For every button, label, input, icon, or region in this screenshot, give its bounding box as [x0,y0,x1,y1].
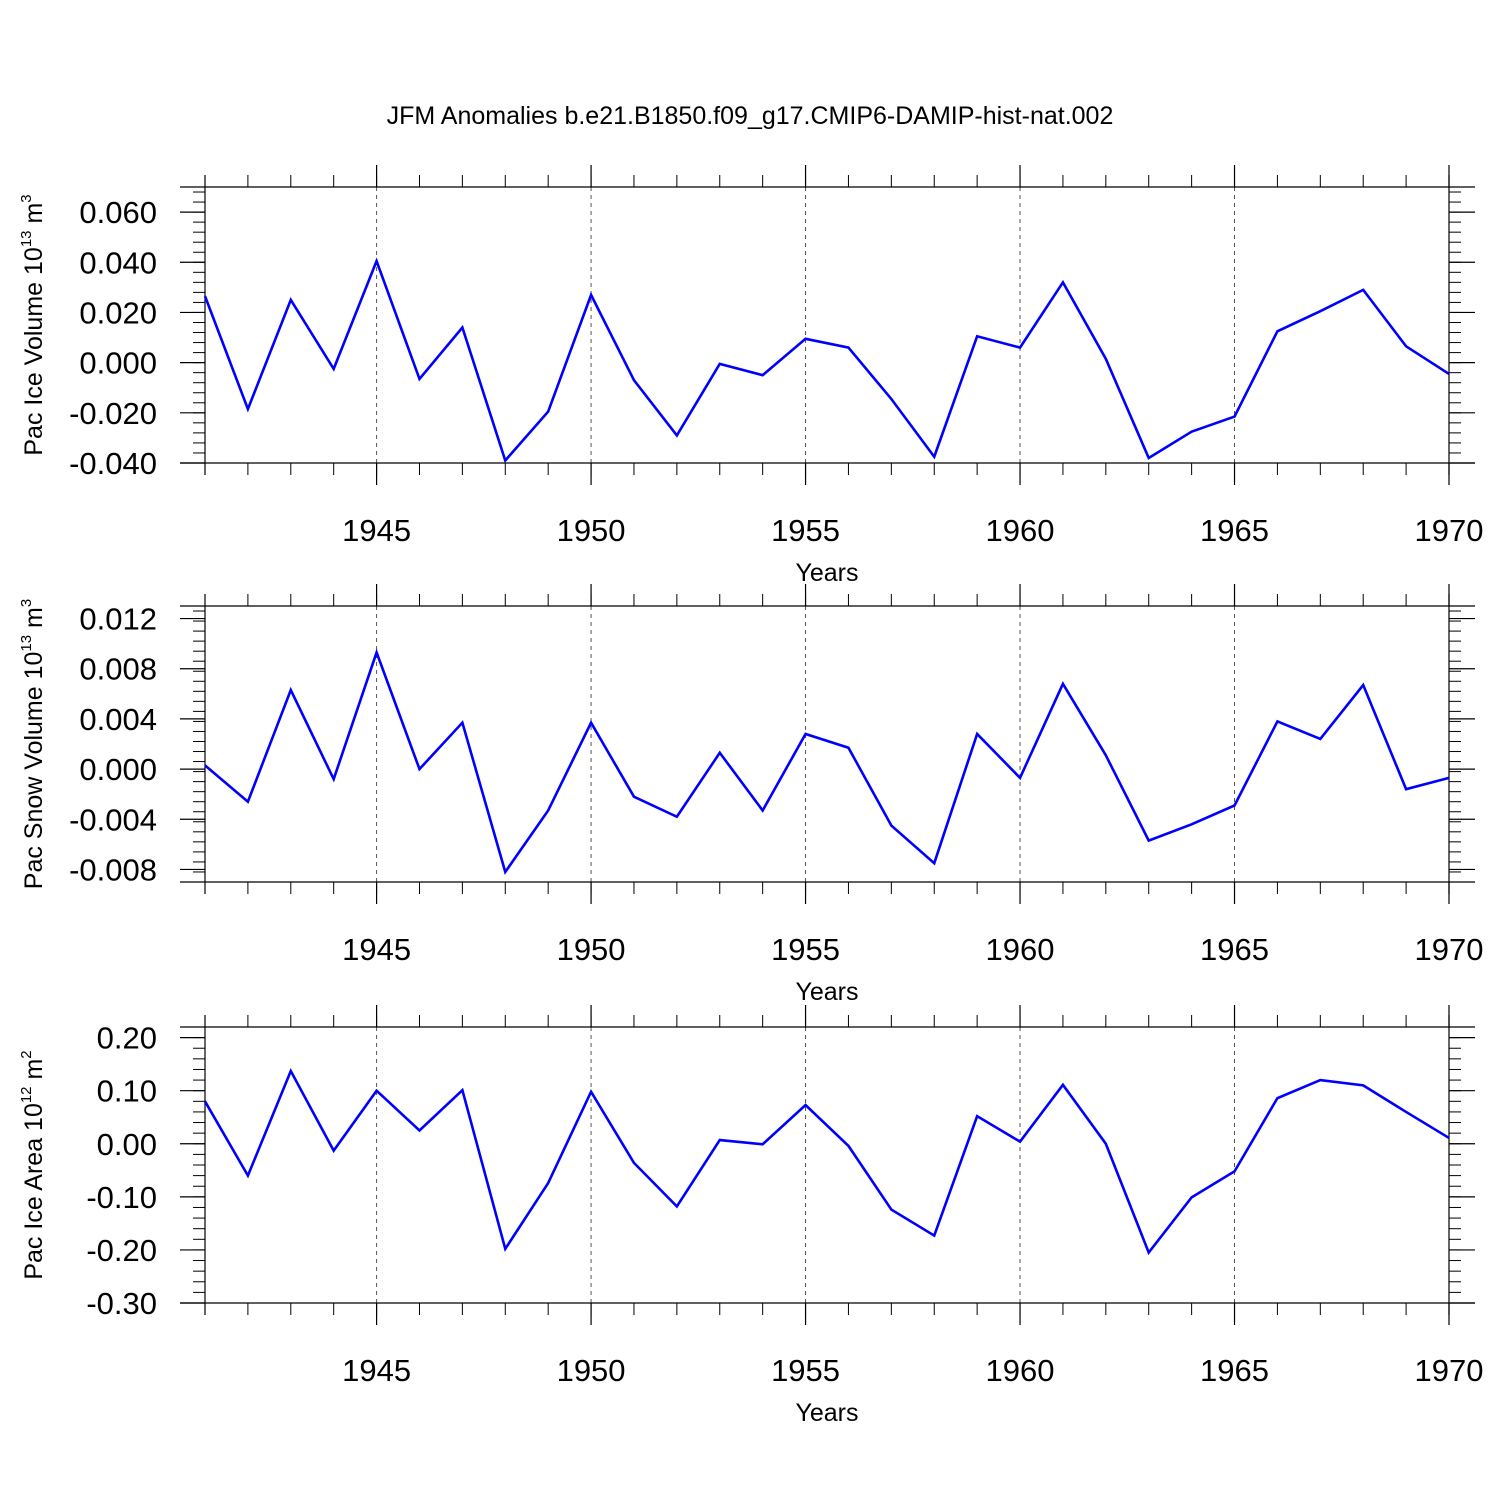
y-tick-label: -0.20 [86,1233,157,1268]
y-axis-label-unit: m [20,203,48,231]
x-tick-label: 1960 [986,932,1055,967]
x-tick-label: 1955 [771,1353,840,1388]
series-line [203,1068,1450,1256]
x-axis-label: Years [795,978,858,1006]
y-tick-label: 0.004 [79,702,157,737]
x-tick-label: 1945 [342,932,411,967]
y-axis-label-unit-exponent: 3 [18,194,35,202]
x-tick-label: 1960 [986,513,1055,548]
x-tick-label: 1970 [1415,1353,1484,1388]
x-tick-label: 1950 [557,513,626,548]
x-axis-label: Years [795,559,858,587]
y-tick-label: 0.000 [79,346,157,381]
y-tick-label: 0.008 [79,652,157,687]
y-tick-label: 0.040 [79,245,157,280]
x-tick-label: 1950 [557,1353,626,1388]
chart-panel-1: 1945 1950 1955 1960 1965 1970 Years -0.040 -0.02… [18,165,1483,587]
x-axis-label: Years [795,1399,858,1427]
y-axis-label-unit-exponent: 3 [18,599,35,607]
y-axis-label-exponent: 12 [18,1086,35,1103]
y-axis-label-text: Pac Ice Volume 10 [20,247,48,455]
x-tick-label: 1950 [557,932,626,967]
x-tick-label: 1970 [1415,513,1484,548]
x-tick-label: 1945 [342,513,411,548]
y-tick-label: -0.10 [86,1180,157,1215]
y-axis-label: Pac Ice Area 1012 m2 [18,1050,48,1279]
y-tick-label: -0.020 [69,396,157,431]
x-tick-label: 1965 [1200,513,1269,548]
y-tick-label: 0.10 [97,1074,157,1109]
y-tick-label: 0.020 [79,295,157,330]
y-axis-label-unit: m [20,607,48,635]
y-axis-label-unit: m [20,1059,48,1087]
chart-panel-3: 1945 1950 1955 1960 1965 1970 Years -0.30 -0.20 -… [18,1005,1483,1427]
y-tick-label: -0.004 [69,802,157,837]
y-axis-label-unit-exponent: 2 [18,1050,35,1058]
y-tick-label: -0.040 [69,446,157,481]
series-line [203,257,1450,464]
x-tick-label: 1965 [1200,1353,1269,1388]
chart-title: JFM Anomalies b.e21.B1850.f09_g17.CMIP6-… [387,102,1114,130]
x-tick-label: 1965 [1200,932,1269,967]
y-tick-label: 0.00 [97,1127,157,1162]
x-tick-label: 1945 [342,1353,411,1388]
chart-panel-2: 1945 1950 1955 1960 1965 1970 Years -0.008 -0.00… [18,584,1483,1006]
y-axis-label-exponent: 13 [18,635,35,652]
y-tick-label: 0.000 [79,752,157,787]
y-tick-label: 0.060 [79,195,157,230]
y-axis-label-exponent: 13 [18,230,35,247]
x-tick-label: 1960 [986,1353,1055,1388]
y-axis-label-text: Pac Ice Area 10 [20,1103,48,1280]
y-tick-label: 0.012 [79,602,157,637]
y-tick-label: -0.008 [69,852,157,887]
y-axis-label: Pac Snow Volume 1013 m3 [18,599,48,889]
y-tick-label: -0.30 [86,1286,157,1321]
y-axis-label: Pac Ice Volume 1013 m3 [18,194,48,455]
x-tick-label: 1955 [771,513,840,548]
y-axis-label-text: Pac Snow Volume 10 [20,652,48,890]
series-line [204,648,1450,875]
y-tick-label: 0.20 [97,1021,157,1056]
x-tick-label: 1955 [771,932,840,967]
x-tick-label: 1970 [1415,932,1484,967]
